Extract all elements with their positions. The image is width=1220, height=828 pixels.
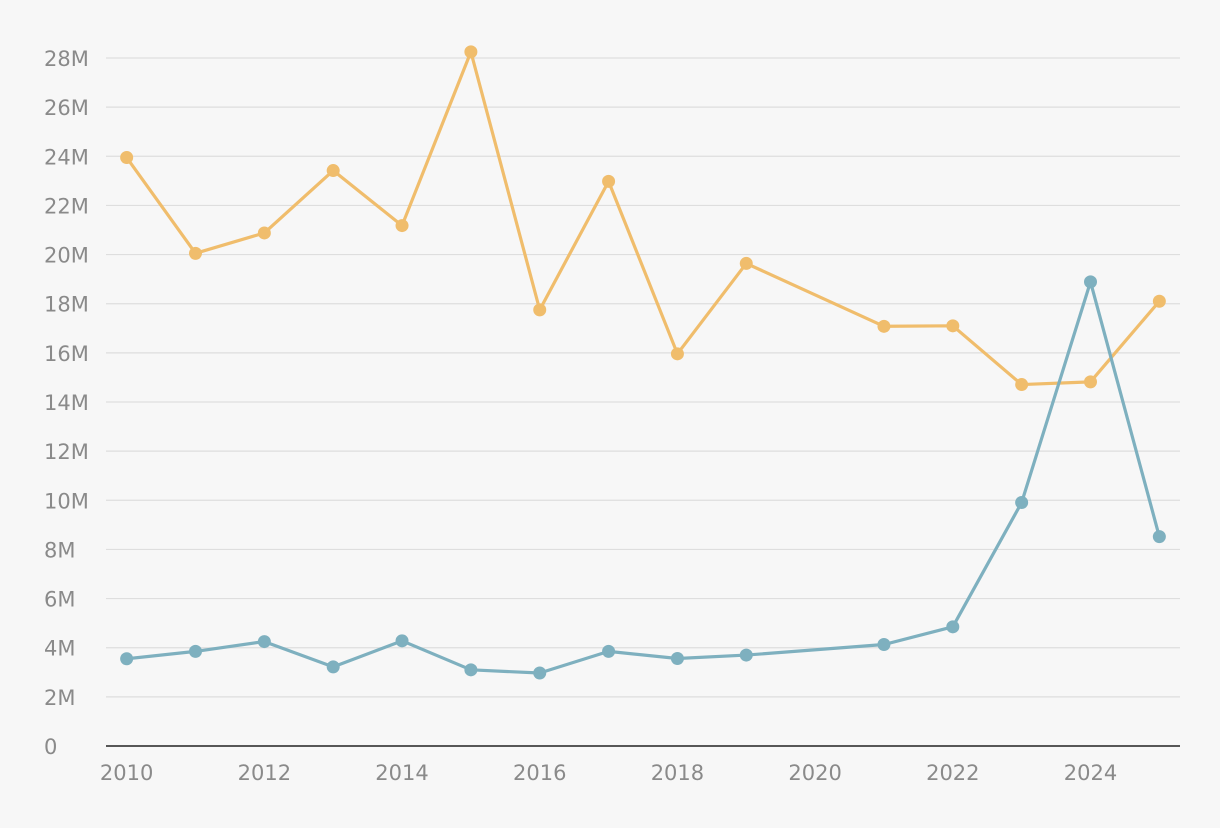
grid-layer [106,57,1180,698]
data-point [464,663,478,677]
y-tick-label: 6M [44,588,75,612]
data-point [1084,375,1097,389]
y-tick-label: 18M [44,293,89,317]
data-point [257,635,271,649]
data-point [670,347,684,361]
x-tick-label: 2012 [238,761,291,785]
data-point [120,652,134,666]
data-point [326,660,340,674]
y-tick-label: 16M [44,342,89,366]
series-layer [120,45,1166,680]
data-point [946,319,960,333]
series-line-2 [125,280,1161,675]
data-point [946,620,960,634]
data-point [464,45,478,59]
data-point [395,219,409,233]
x-tick-label: 2016 [513,761,566,785]
y-tick-label: 22M [44,194,89,218]
data-point [739,256,753,270]
series-line-1 [125,50,1161,387]
x-tick-label: 2022 [926,761,979,785]
y-tick-label: 28M [44,47,89,71]
data-point [877,319,891,333]
y-tick-label: 4M [44,637,75,661]
data-point [395,634,409,648]
data-point [533,666,547,680]
data-point [739,648,753,662]
x-tick-label: 2010 [100,761,153,785]
data-point [257,226,271,240]
data-point [602,174,616,188]
series-group-2 [120,275,1166,680]
y-tick-label: 0 [44,735,57,759]
data-point [877,638,891,652]
y-tick-label: 10M [44,489,89,513]
data-point [1015,378,1029,392]
axis-layer: 0 2M 4M 6M 8M 10M 12M 14M 16M 18M 20M 22M 24M 26M 28M 2… [44,47,1180,785]
y-tick-label: 26M [44,96,89,120]
series-group-1 [120,45,1166,392]
data-point [533,303,547,317]
y-tick-label: 14M [44,391,89,415]
data-point [1152,294,1166,308]
x-tick-label: 2014 [375,761,428,785]
x-tick-label: 2018 [651,761,704,785]
data-point [1084,275,1097,289]
y-tick-label: 12M [44,440,89,464]
data-point [602,644,616,658]
y-tick-label: 2M [44,686,75,710]
y-tick-label: 20M [44,244,89,268]
data-point [189,644,202,658]
x-tick-label: 2024 [1064,761,1117,785]
data-point [189,246,202,260]
data-point [1015,495,1029,509]
y-tick-label: 8M [44,538,75,562]
y-tick-label: 24M [44,145,89,169]
data-point [120,151,134,165]
data-point [326,164,340,178]
data-point [670,652,684,666]
x-tick-label: 2020 [788,761,841,785]
data-point [1152,530,1166,544]
